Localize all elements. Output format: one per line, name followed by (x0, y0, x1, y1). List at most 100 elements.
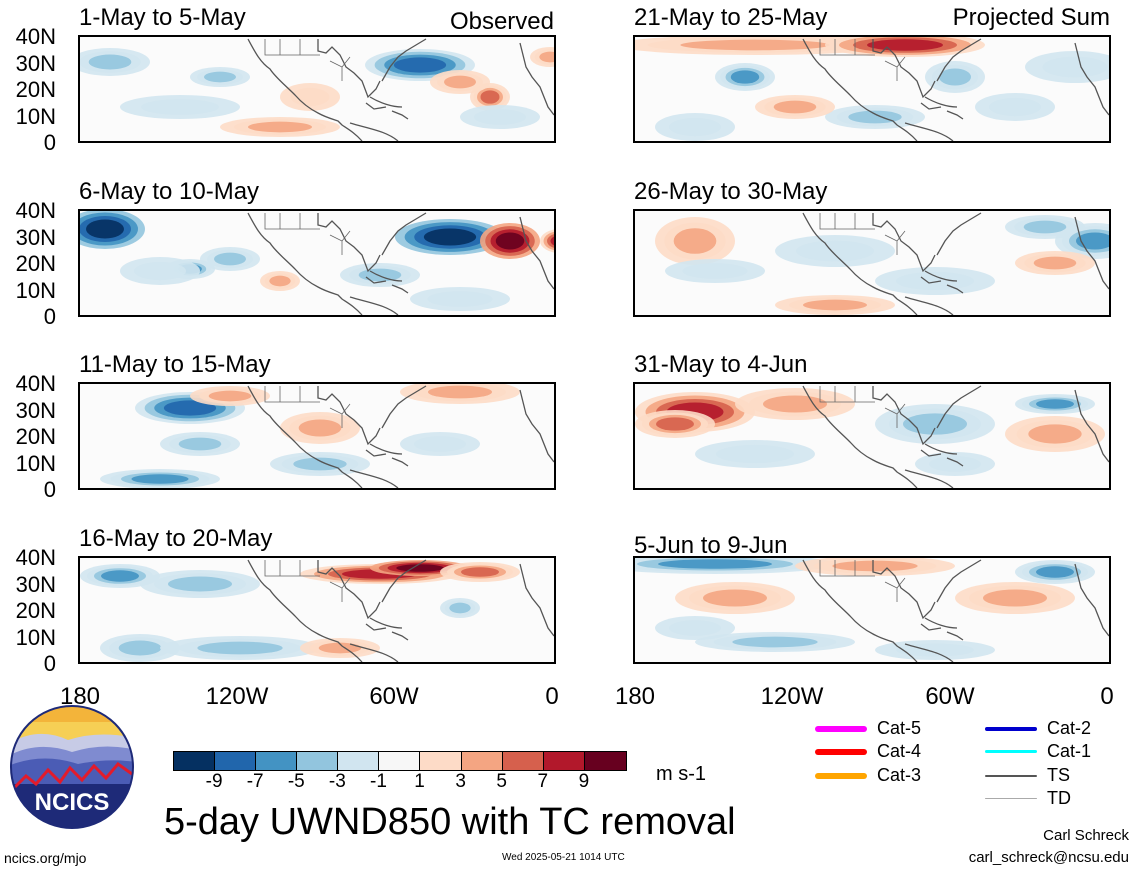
lon-label: 60W (925, 683, 975, 710)
lat-label: 30N (15, 224, 56, 250)
legend-ts: TS (985, 765, 1070, 786)
anomaly-contour (1033, 256, 1077, 270)
colorbar-tick-label: -3 (328, 771, 346, 792)
main-title: 5-day UWND850 with TC removal (164, 801, 736, 843)
anomaly-contour (298, 419, 342, 437)
anomaly-contour (131, 474, 189, 484)
anomaly-contour (796, 240, 874, 262)
colorbar-swatch (543, 752, 585, 770)
legend-label: Cat-1 (1047, 741, 1092, 761)
panel-title: 11-May to 15-May (79, 351, 271, 378)
anomaly-contour (983, 589, 1047, 607)
anomaly-contour (197, 641, 283, 655)
legend-cat3: Cat-3 (815, 765, 921, 786)
anomaly-contour (495, 232, 525, 250)
anomaly-contour (1036, 566, 1074, 578)
anomaly-contour (848, 110, 902, 124)
ncics-logo: NCICS (10, 705, 134, 829)
anomaly-contour (682, 263, 748, 279)
anomaly-contour (1028, 424, 1082, 444)
legend-swatch (985, 726, 1037, 731)
political-boundaries (819, 560, 906, 602)
units-label: m s-1 (656, 763, 706, 785)
anomaly-contour (1023, 220, 1067, 234)
anomaly-contour (1036, 399, 1074, 409)
coastline (802, 385, 1109, 488)
map-field (80, 559, 554, 662)
anomaly-contour (539, 51, 554, 63)
anomaly-contour (658, 559, 772, 569)
lat-label: 0 (43, 651, 56, 676)
map-field (635, 558, 1109, 662)
anomaly-contour (939, 68, 971, 86)
colorbar-swatch (256, 752, 298, 770)
coastline (802, 212, 1109, 315)
lat-label: 40N (15, 24, 56, 49)
anomaly-contour (393, 57, 447, 73)
anomaly-contour (673, 228, 717, 254)
colorbar-tick-label: -5 (287, 771, 305, 792)
colorbar-swatch (174, 752, 216, 770)
anomaly-contour (444, 75, 476, 89)
legend-cat2: Cat-2 (985, 718, 1091, 739)
lon-label: 180 (59, 683, 101, 710)
legend-cat5: Cat-5 (815, 718, 921, 739)
legend-swatch (985, 774, 1037, 777)
anomaly-contour (427, 291, 493, 307)
colorbar (173, 751, 627, 771)
colorbar-swatch (338, 752, 380, 770)
anomaly-contour (803, 299, 867, 311)
anomaly-contour (680, 39, 830, 51)
anomaly-contour (293, 457, 347, 471)
anomaly-contour (656, 417, 694, 431)
anomaly-contour (669, 620, 721, 636)
lon-label: 60W (369, 683, 419, 710)
anomaly-contour (867, 39, 943, 51)
political-boundaries (819, 39, 906, 81)
map-field (635, 385, 1109, 488)
map-panel-3 (78, 382, 556, 490)
political-boundaries (264, 213, 351, 255)
legend-cat1: Cat-1 (985, 741, 1091, 762)
anomaly-contour (134, 261, 186, 281)
lat-label: 30N (15, 50, 56, 76)
lat-label: 40N (15, 371, 56, 396)
colorbar-swatch (420, 752, 462, 770)
political-boundaries (819, 213, 906, 255)
colorbar-tick-label: 7 (537, 771, 549, 792)
anomaly-contour (208, 390, 252, 402)
lat-label: 20N (15, 77, 56, 102)
colorbar-tick-label: 9 (578, 771, 590, 792)
author-name: Carl Schreck (1043, 827, 1129, 844)
anomaly-contour (248, 121, 312, 133)
legend-label: Cat-5 (877, 718, 922, 738)
lat-label: 10N (15, 277, 56, 303)
colorbar-swatch (584, 752, 626, 770)
anomaly-contour (903, 413, 967, 435)
anomaly-contour (461, 567, 499, 577)
map-panel-2 (78, 209, 556, 317)
colorbar-swatch (215, 752, 257, 770)
legend-cat4: Cat-4 (815, 741, 921, 762)
website-link[interactable]: ncics.org/mjo (4, 850, 87, 866)
legend-swatch (815, 748, 867, 755)
lat-label: 40N (15, 545, 56, 570)
colorbar-swatch (502, 752, 544, 770)
political-boundaries (819, 386, 906, 428)
anomaly-contour (449, 602, 471, 614)
lat-label: 40N (15, 198, 56, 223)
anomaly-contour (730, 70, 760, 84)
lat-label: 20N (15, 251, 56, 276)
anomaly-contour (929, 456, 981, 472)
political-boundaries (264, 386, 351, 428)
anomaly-contour (396, 564, 444, 572)
anomaly-contour (1042, 56, 1108, 78)
anomaly-contour (832, 560, 918, 572)
panel-title: 26-May to 30-May (634, 178, 828, 205)
colorbar-tick-label: -1 (370, 771, 387, 792)
anomaly-contour (480, 90, 500, 104)
legend-swatch (985, 750, 1037, 753)
map-field (100, 384, 554, 488)
coastline (247, 559, 554, 662)
anomaly-contour (168, 576, 232, 592)
